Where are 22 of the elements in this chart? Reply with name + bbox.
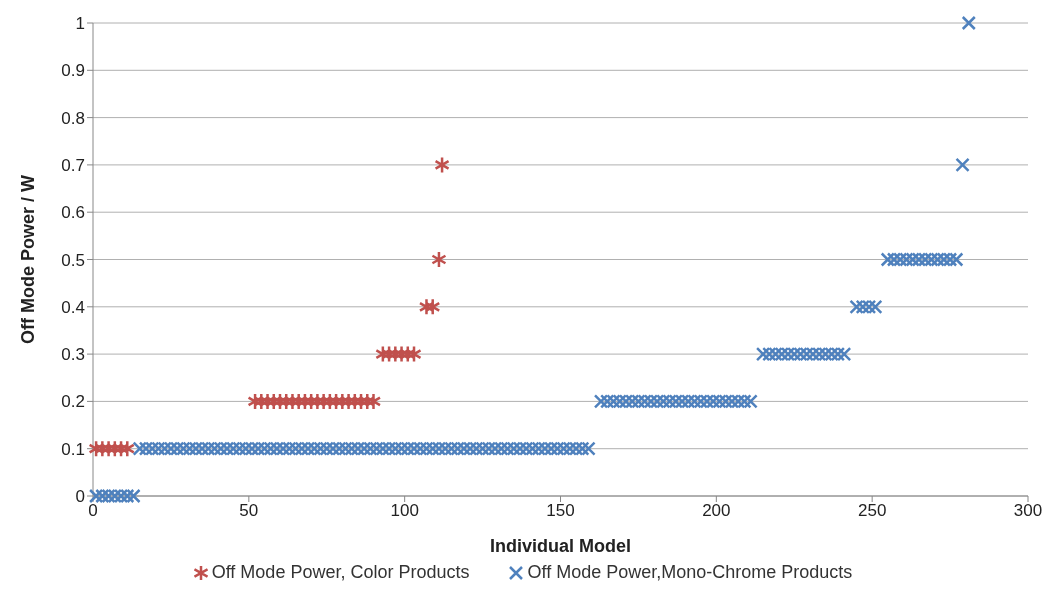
x-tick-label: 250 [857,501,887,521]
y-axis-title: Off Mode Power / W [18,174,39,344]
x-tick-label: 150 [546,501,575,521]
y-tick-label: 0.2 [61,392,85,412]
x-tick-label: 200 [702,501,731,521]
legend-label: Off Mode Power, Color Products [210,562,470,583]
x-tick-label: 0 [88,501,98,521]
legend-label: Off Mode Power,Mono-Chrome Products [526,562,853,583]
y-tick-label: 1 [75,14,85,34]
y-tick-label: 0.8 [61,108,85,128]
x-axis-title: Individual Model [489,536,632,556]
x-tick-label: 100 [390,501,419,521]
x-tick-label: 50 [239,501,259,521]
y-tick-label: 0 [75,487,85,507]
y-tick-label: 0.3 [61,345,85,365]
y-tick-label: 0.1 [61,439,85,459]
y-tick-label: 0.6 [61,203,85,223]
x-tick-label: 300 [1013,501,1043,521]
y-tick-label: 0.9 [61,61,85,81]
y-tick-label: 0.4 [61,297,85,317]
y-tick-label: 0.7 [61,155,85,175]
y-tick-label: 0.5 [61,250,85,270]
